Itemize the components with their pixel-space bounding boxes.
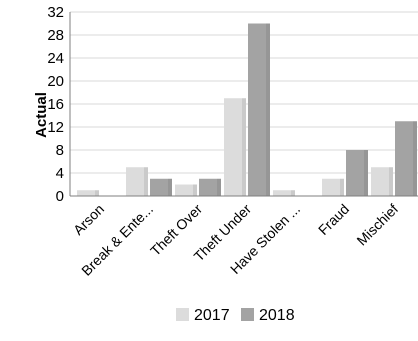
y-tick-label: 32 xyxy=(47,4,64,21)
bar-2018-6 xyxy=(395,121,417,196)
bars-layer xyxy=(77,23,417,196)
bar-shade xyxy=(413,121,417,196)
legend-swatch-2018 xyxy=(241,308,254,321)
bar-2018-5 xyxy=(346,150,368,196)
axis-layer xyxy=(69,12,418,197)
y-tick-label: 0 xyxy=(56,188,64,205)
y-tick-label: 28 xyxy=(47,27,64,44)
bar-shade xyxy=(340,178,344,196)
bar-shade xyxy=(168,178,172,196)
legend: 2017 2018 xyxy=(176,307,295,324)
bar-2018-3 xyxy=(248,23,270,196)
bar-shade xyxy=(95,190,99,196)
bar-shade xyxy=(242,98,246,196)
bar-2018-1 xyxy=(150,178,172,196)
bar-shade xyxy=(217,178,221,196)
bar-shade xyxy=(364,150,368,196)
y-tick-label: 4 xyxy=(56,165,64,182)
bar-2017-5 xyxy=(322,178,344,196)
bar-2017-1 xyxy=(126,167,148,196)
bar-shade xyxy=(193,184,197,196)
legend-label-2018: 2018 xyxy=(259,307,295,324)
bar-2017-2 xyxy=(175,184,197,196)
bar-2017-3 xyxy=(224,98,246,196)
bar-shade xyxy=(144,167,148,196)
bar-shade xyxy=(389,167,393,196)
y-tick-label: 16 xyxy=(47,96,64,113)
bar-2017-0 xyxy=(77,190,99,196)
y-tick-label: 24 xyxy=(47,50,64,67)
bar-shade xyxy=(291,190,295,196)
category-label: Fraud xyxy=(315,201,352,238)
y-tick-label: 8 xyxy=(56,142,64,159)
bar-2018-2 xyxy=(199,178,221,196)
bar-2017-4 xyxy=(273,190,295,196)
y-axis-title: Actual xyxy=(33,92,50,138)
legend-swatch-2017 xyxy=(176,308,189,321)
legend-label-2017: 2017 xyxy=(194,307,230,324)
bar-2017-6 xyxy=(371,167,393,196)
y-tick-labels: 0 4 8 12 16 20 24 28 32 xyxy=(47,4,64,205)
bar-shade xyxy=(266,23,270,196)
category-label: Arson xyxy=(70,201,107,238)
y-tick-label: 12 xyxy=(47,119,64,136)
y-tick-label: 20 xyxy=(47,73,64,90)
category-label: Mischief xyxy=(353,201,401,249)
